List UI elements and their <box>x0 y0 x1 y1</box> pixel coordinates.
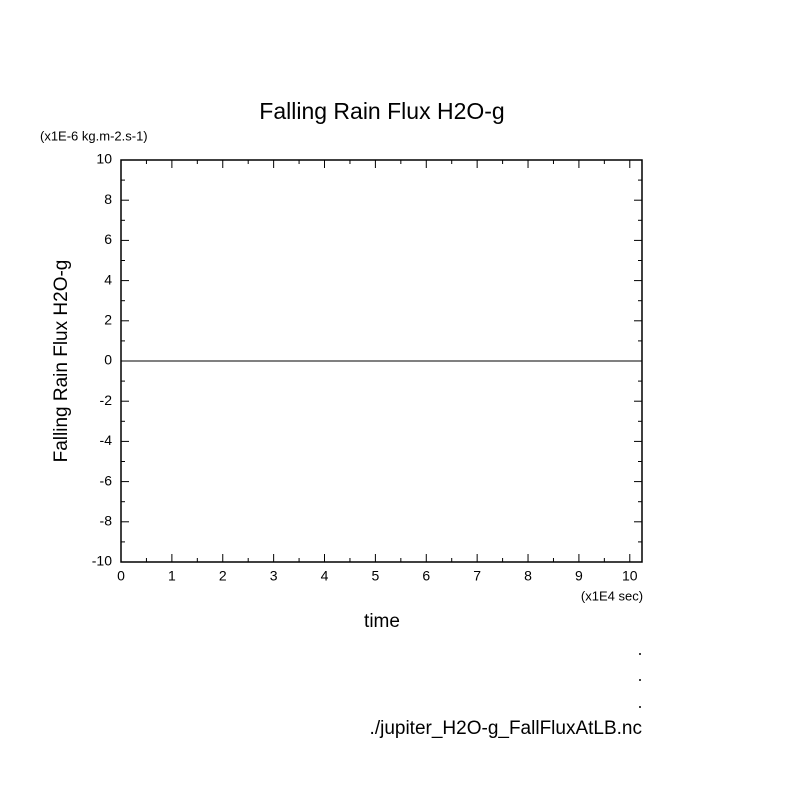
y-unit: (x1E-6 kg.m-2.s-1) <box>40 128 148 143</box>
y-tick-label: 2 <box>104 312 112 328</box>
y-tick-label: 8 <box>104 191 112 207</box>
x-tick-label: 0 <box>117 568 125 584</box>
y-tick-label: -8 <box>100 513 113 529</box>
x-tick-label: 1 <box>168 568 176 584</box>
x-tick-label: 9 <box>575 568 583 584</box>
x-tick-label: 8 <box>524 568 532 584</box>
y-tick-label: -2 <box>100 392 113 408</box>
y-tick-label: -4 <box>100 432 113 448</box>
y-tick-label: 10 <box>96 151 112 167</box>
x-tick-label: 5 <box>371 568 379 584</box>
y-tick-label: 0 <box>104 352 112 368</box>
x-axis-label: time <box>364 611 400 632</box>
dot <box>639 706 641 708</box>
x-tick-label: 3 <box>270 568 278 584</box>
dot <box>639 653 641 655</box>
y-axis-label: Falling Rain Flux H2O-g <box>51 260 72 463</box>
y-tick-label: 4 <box>104 271 112 287</box>
x-tick-label: 10 <box>622 568 638 584</box>
x-tick-label: 6 <box>422 568 430 584</box>
x-tick-label: 4 <box>321 568 329 584</box>
x-unit: (x1E4 sec) <box>581 588 643 603</box>
footer: ./jupiter_H2O-g_FallFluxAtLB.nc <box>370 718 642 739</box>
y-tick-label: 6 <box>104 231 112 247</box>
x-tick-label: 2 <box>219 568 227 584</box>
x-tick-label: 7 <box>473 568 481 584</box>
chart-title: Falling Rain Flux H2O-g <box>259 98 504 124</box>
dot <box>639 679 641 681</box>
y-tick-label: -6 <box>100 472 113 488</box>
y-tick-label: -10 <box>92 553 112 569</box>
